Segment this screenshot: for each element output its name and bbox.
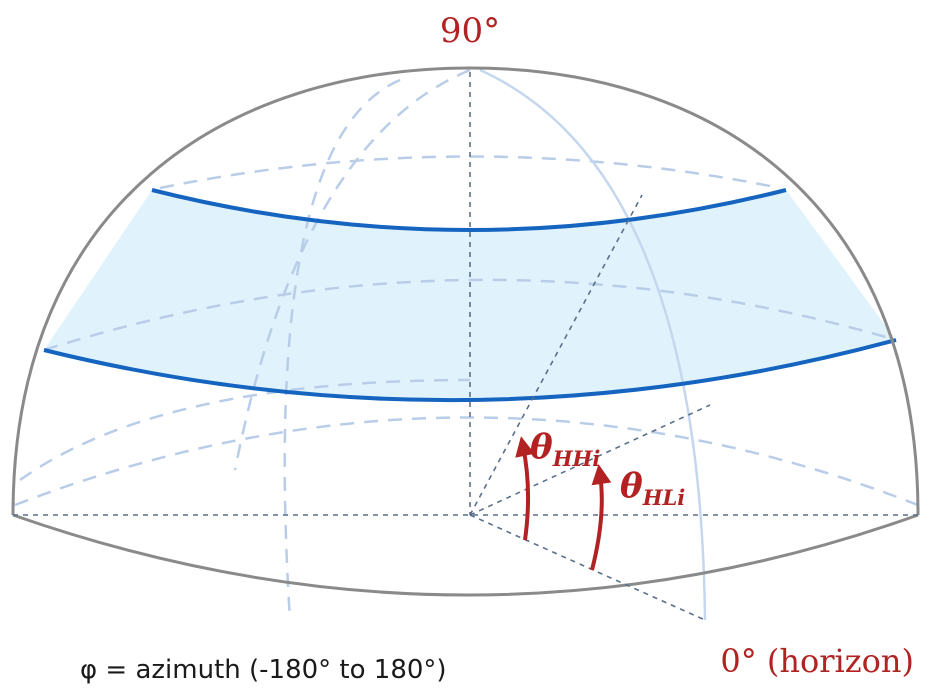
theta-hl-label: θHLi [620,466,685,510]
guide-mid-ellipse-back [43,278,897,352]
band-upper-edge [151,188,787,232]
front-meridian [479,68,707,621]
azimuth-label: φ = azimuth (-180° to 180°) [80,655,447,685]
guide-lower-ellipse-back [19,378,471,482]
ray-to-band-lower [469,404,711,516]
guide-horizon-ellipse-back [14,416,919,507]
band-lower-edge [43,338,897,403]
guide-meridian-left [233,68,471,471]
horizon-label: 0° (horizon) [720,642,914,680]
guide-meridian-far-left [283,78,401,621]
arrow-theta-hh [515,436,535,541]
arrow-theta-hl [590,464,612,571]
zenith-label: 90° [440,11,500,51]
theta-hh-label: θHHi [530,427,600,471]
hemisphere-outline [11,66,920,516]
ray-to-horizon-point [469,514,706,621]
base-ellipse-front [12,513,919,597]
angle-arrows [515,436,612,571]
ray-to-band-upper [469,194,643,516]
axis-lines [13,72,918,621]
